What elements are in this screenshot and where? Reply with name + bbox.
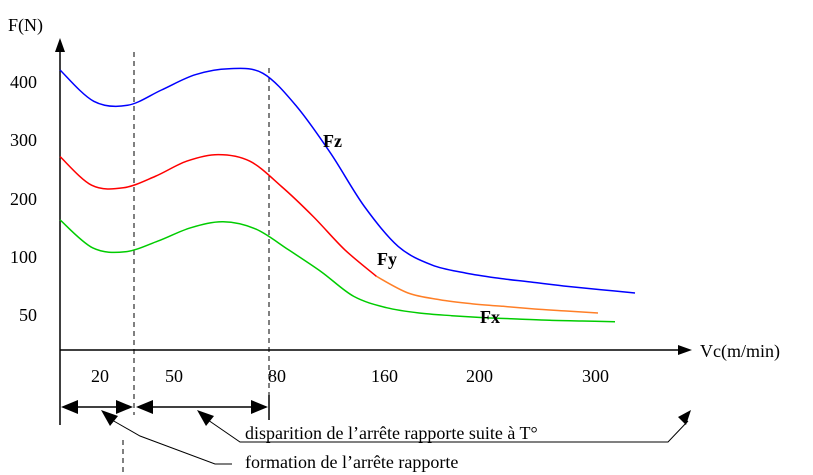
x-axis-arrow	[678, 345, 692, 355]
leader-2-line	[111, 419, 232, 465]
region-dividers	[59, 52, 270, 475]
series-label-fz: Fz	[323, 131, 342, 151]
annotation-disparition: disparition de l’arrête rapporte suite à…	[245, 423, 538, 443]
leader-2-arrowhead	[101, 410, 118, 426]
x-tick-20: 20	[91, 366, 109, 386]
y-axis-arrow	[55, 38, 65, 52]
y-tick-400: 400	[10, 72, 37, 92]
x-tick-80: 80	[268, 366, 286, 386]
bracket-1-right-arrow	[116, 400, 133, 414]
y-tick-300: 300	[10, 130, 37, 150]
series-label-fx: Fx	[480, 307, 500, 327]
bracket-2-left-arrow	[136, 400, 153, 414]
leader-1-line	[207, 419, 689, 443]
series-line-fy-tail	[376, 275, 599, 314]
x-axis-title: Vc(m/min)	[700, 341, 780, 362]
leader-1-arrowhead	[197, 410, 214, 426]
x-tick-labels: 20 50 80 160 200 300	[91, 366, 609, 386]
bracket-1-left-arrow	[61, 400, 78, 414]
annotation-formation: formation de l’arrête rapporte	[245, 452, 458, 472]
x-tick-50: 50	[165, 366, 183, 386]
series-line-fz	[59, 67, 636, 294]
x-tick-200: 200	[466, 366, 493, 386]
leader-1-tip-arrowhead	[678, 410, 691, 425]
x-tick-160: 160	[371, 366, 398, 386]
y-tick-labels: 400 300 200 100 50	[10, 72, 37, 325]
series-layer	[59, 67, 636, 323]
x-tick-300: 300	[582, 366, 609, 386]
series-line-fx	[59, 219, 616, 323]
y-axis-title: F(N)	[8, 15, 43, 36]
y-tick-50: 50	[19, 305, 37, 325]
range-brackets	[61, 395, 270, 420]
y-tick-200: 200	[10, 189, 37, 209]
annotation-leaders	[101, 410, 691, 465]
axes	[55, 38, 692, 355]
bracket-2-right-arrow	[251, 400, 268, 414]
series-line-fy-head	[59, 153, 377, 277]
y-tick-100: 100	[10, 247, 37, 267]
series-label-fy: Fy	[377, 249, 397, 269]
